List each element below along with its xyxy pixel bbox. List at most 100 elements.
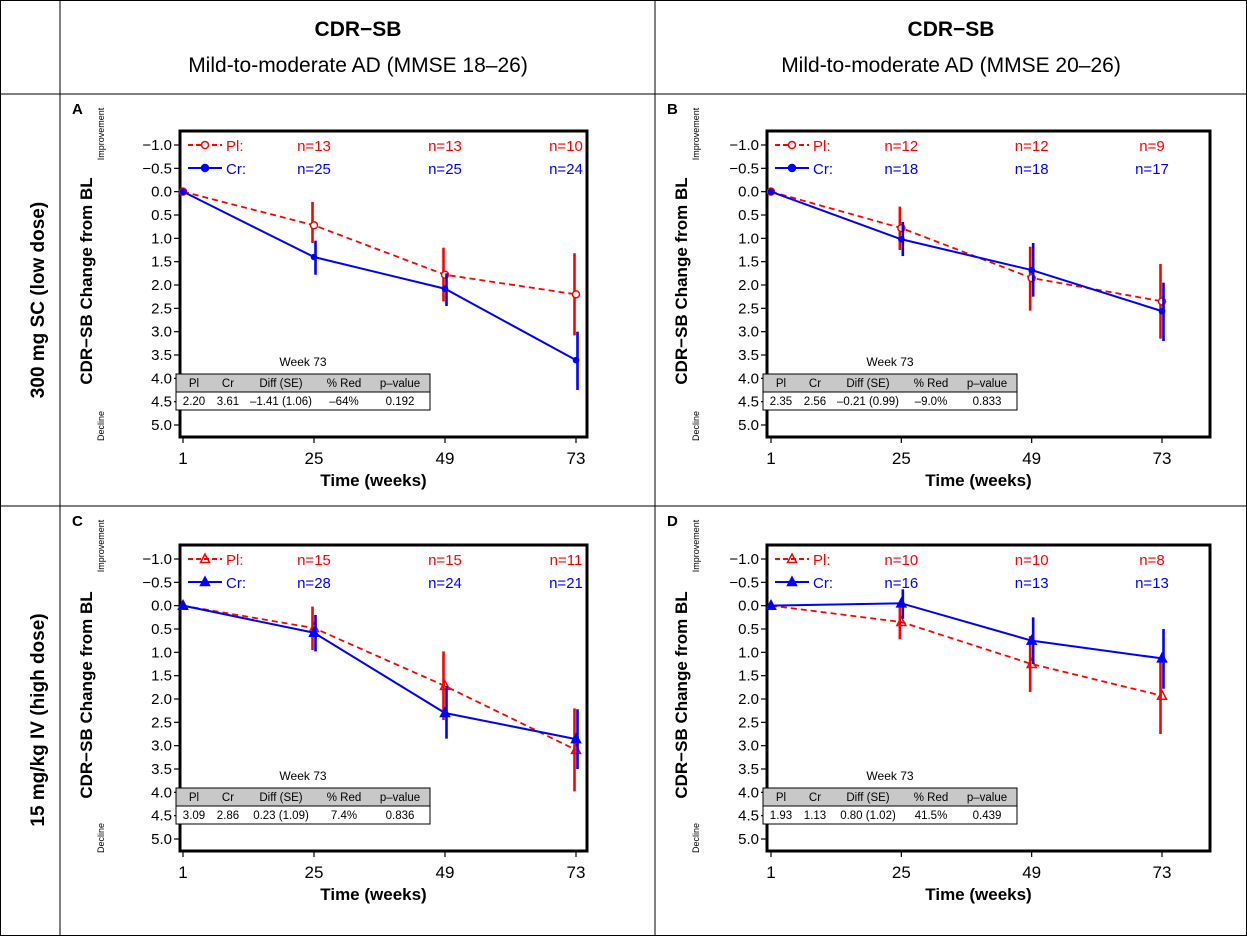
y-tick-label: 2.5 — [151, 714, 172, 731]
y-tick-label: 0.0 — [738, 598, 759, 615]
panel-d: D −1.0 −0.5 0.0 0.5 1.0 1.5 2.0 2.5 3.0 3.5 4.0 4.5 5… — [667, 513, 1212, 904]
sample-size: n=24 — [428, 575, 462, 592]
sample-size: n=28 — [297, 575, 331, 592]
summary-table: Week 73 Pl 3.09 Cr 2.86 Diff (SE) 0.23 (1.09)%… — [175, 769, 431, 825]
table-header-cell: Diff (SE) — [259, 378, 302, 390]
table-value-cell: –64% — [329, 396, 358, 408]
table-header-cell: % Red — [914, 792, 949, 804]
y-tick-label: 3.0 — [738, 738, 759, 755]
row-header-low-dose: 300 mg SC (low dose) — [28, 202, 49, 398]
table-value-cell: –0.21 (0.99) — [837, 396, 899, 408]
column-header-title-1: CDR−SB — [315, 18, 402, 41]
x-tick-label: 1 — [178, 449, 187, 468]
sample-size: n=12 — [1015, 138, 1049, 155]
y-tick-label: 5.0 — [151, 417, 172, 434]
table-header-cell: Cr — [222, 792, 234, 804]
data-point — [572, 356, 580, 364]
data-point — [1028, 266, 1035, 274]
legend-marker — [199, 552, 211, 564]
x-tick-label: 25 — [305, 449, 324, 468]
table-header-cell: p–value — [967, 792, 1007, 804]
table-value-row — [762, 391, 1018, 411]
table-value-cell: 2.86 — [217, 810, 239, 822]
sample-size: n=13 — [1015, 575, 1049, 592]
y-tick-label: 0.5 — [151, 621, 172, 638]
x-axis-title: Time (weeks) — [925, 885, 1031, 904]
y-tick-label: −1.0 — [142, 551, 172, 568]
y-tick-label: 4.5 — [151, 808, 172, 825]
y-tick-label: −0.5 — [142, 160, 172, 177]
sample-size: n=10 — [884, 552, 918, 569]
table-header-cell: % Red — [327, 378, 362, 390]
data-point — [439, 679, 451, 691]
y-tick-label: 0.0 — [151, 598, 172, 615]
table-header-cell: Diff (SE) — [259, 792, 302, 804]
legend-marker — [786, 552, 798, 564]
column-header-subtitle-1: Mild-to-moderate AD (MMSE 18–26) — [188, 54, 528, 77]
table-value-cell: 3.09 — [183, 810, 205, 822]
y-tick-label: −0.5 — [729, 160, 759, 177]
data-point — [441, 285, 449, 293]
y-tick-label: 1.5 — [738, 254, 759, 271]
y-tick-label: −1.0 — [729, 551, 759, 568]
x-tick-label: 49 — [436, 863, 455, 882]
legend-label: Cr: — [226, 575, 246, 592]
table-value-cell: 2.20 — [183, 396, 205, 408]
y-tick-label: 0.0 — [738, 184, 759, 201]
x-tick-label: 73 — [567, 863, 586, 882]
x-tick-label: 25 — [892, 863, 911, 882]
x-tick-label: 73 — [1153, 449, 1172, 468]
x-tick-label: 73 — [1153, 863, 1172, 882]
table-caption: Week 73 — [279, 355, 326, 369]
table-value-cell: 0.80 (1.02) — [840, 810, 896, 822]
x-tick-label: 25 — [305, 863, 324, 882]
y-tick-label: 2.0 — [151, 277, 172, 294]
legend-marker — [787, 163, 797, 173]
legend-marker — [786, 575, 798, 587]
series-line — [182, 190, 577, 296]
table-value-cell: 0.836 — [386, 810, 415, 822]
y-tick-label: 3.0 — [151, 324, 172, 341]
panel-letter: A — [72, 101, 83, 118]
sample-size: n=8 — [1139, 552, 1164, 569]
y-tick-label: 4.0 — [738, 370, 759, 387]
table-value-cell: 7.4% — [331, 810, 357, 822]
y-tick-label: 5.0 — [738, 831, 759, 848]
y-tick-label: 3.5 — [738, 761, 759, 778]
column-header-subtitle-2: Mild-to-moderate AD (MMSE 20–26) — [781, 54, 1121, 77]
panel-a: A −1.0 −0.5 0.0 0.5 1.0 1.5 2.0 2.5 3.0 3.5 4.0 4.5 5… — [72, 101, 589, 490]
y-axis-title: CDR−SB Change from BL — [77, 591, 96, 798]
series-line — [770, 602, 1163, 660]
table-value-row — [175, 391, 431, 411]
sample-size: n=13 — [428, 138, 462, 155]
y-tick-label: 4.0 — [738, 784, 759, 801]
series-placebo: Pl: n=13 n=13 n=10 — [178, 138, 583, 336]
table-value-cell: –1.41 (1.06) — [250, 396, 312, 408]
table-header-cell: p–value — [380, 792, 420, 804]
x-axis-title: Time (weeks) — [925, 471, 1031, 490]
y-tick-label: 2.0 — [738, 691, 759, 708]
data-point — [1025, 634, 1038, 645]
legend-label: Cr: — [226, 161, 246, 178]
y-tick-label: 4.5 — [738, 394, 759, 411]
table-value-cell: 41.5% — [915, 810, 948, 822]
y-tick-label: −0.5 — [142, 574, 172, 591]
y-tick-label: 2.5 — [151, 300, 172, 317]
table-caption: Week 73 — [279, 769, 326, 783]
decline-label: Decline — [691, 823, 701, 853]
series-line — [182, 604, 577, 751]
summary-table: Week 73 Pl 2.35 Cr 2.56 Diff (SE) –0.21 (0.99)… — [762, 355, 1018, 411]
table-header-cell: % Red — [914, 378, 949, 390]
x-tick-label: 1 — [766, 863, 775, 882]
legend-label: Pl: — [226, 552, 244, 569]
table-header-cell: Diff (SE) — [846, 792, 889, 804]
sample-size: n=13 — [1135, 575, 1169, 592]
summary-table: Week 73 Pl 1.93 Cr 1.13 Diff (SE) 0.80 (1.02)%… — [762, 769, 1018, 825]
y-tick-label: 5.0 — [738, 417, 759, 434]
plot-frame — [765, 543, 1212, 853]
series-line — [770, 604, 1163, 697]
decline-label: Decline — [96, 411, 106, 441]
x-tick-label: 49 — [436, 449, 455, 468]
improvement-label: Improvement — [96, 107, 106, 160]
series-placebo: Pl: n=10 n=10 n=8 — [765, 552, 1168, 734]
